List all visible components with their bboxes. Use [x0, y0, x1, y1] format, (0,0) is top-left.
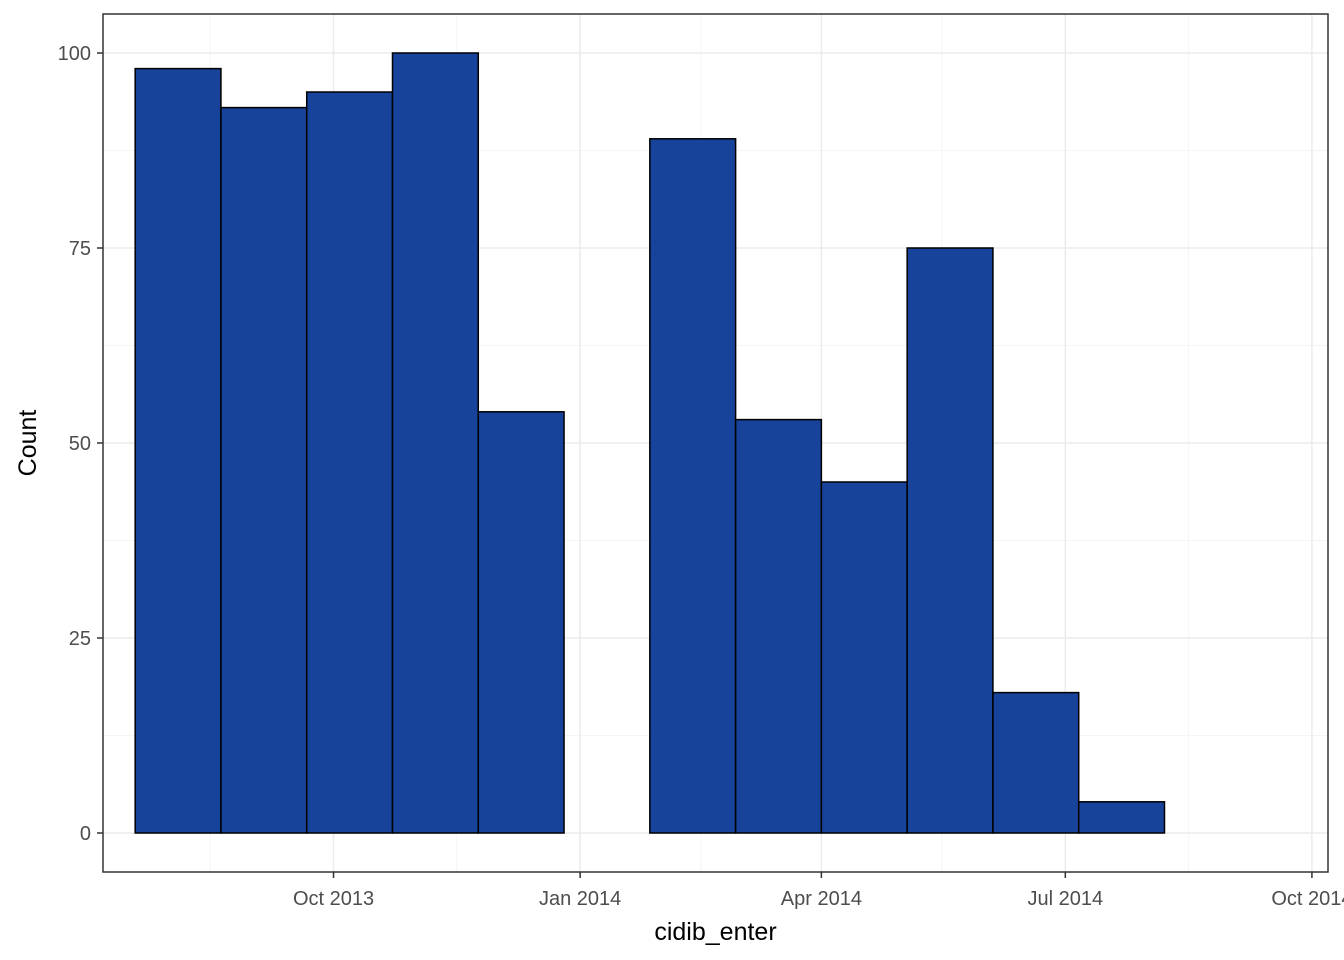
- x-tick-label: Jul 2014: [1027, 888, 1103, 910]
- bars: [134, 52, 1166, 834]
- x-axis-title: cidib_enter: [654, 918, 776, 946]
- histogram-bar: [305, 91, 394, 834]
- histogram-bar: [134, 67, 222, 834]
- x-tick-label: Jan 2014: [539, 888, 621, 910]
- histogram-bar: [391, 52, 480, 834]
- histogram-bar: [220, 106, 308, 834]
- y-tick-label: 0: [80, 823, 91, 845]
- histogram-bar: [906, 247, 994, 834]
- x-tick-label: Apr 2014: [781, 888, 862, 910]
- y-tick-label: 100: [58, 43, 91, 65]
- histogram-bar: [1077, 801, 1166, 834]
- y-tick-label: 25: [69, 628, 91, 650]
- histogram-bar: [649, 138, 737, 834]
- y-axis: 0 25 50 75 100: [58, 43, 103, 845]
- histogram-bar: [992, 691, 1080, 834]
- x-tick-label: Oct 2013: [293, 888, 374, 910]
- y-tick-label: 50: [69, 433, 91, 455]
- histogram-bar: [820, 481, 908, 834]
- histogram-bar: [734, 418, 823, 834]
- y-tick-label: 75: [69, 238, 91, 260]
- histogram-bar: [477, 411, 565, 834]
- y-axis-title: Count: [14, 410, 42, 477]
- x-axis: Oct 2013 Jan 2014 Apr 2014 Jul 2014 Oct 2014: [293, 872, 1344, 910]
- x-tick-label: Oct 2014: [1271, 888, 1344, 910]
